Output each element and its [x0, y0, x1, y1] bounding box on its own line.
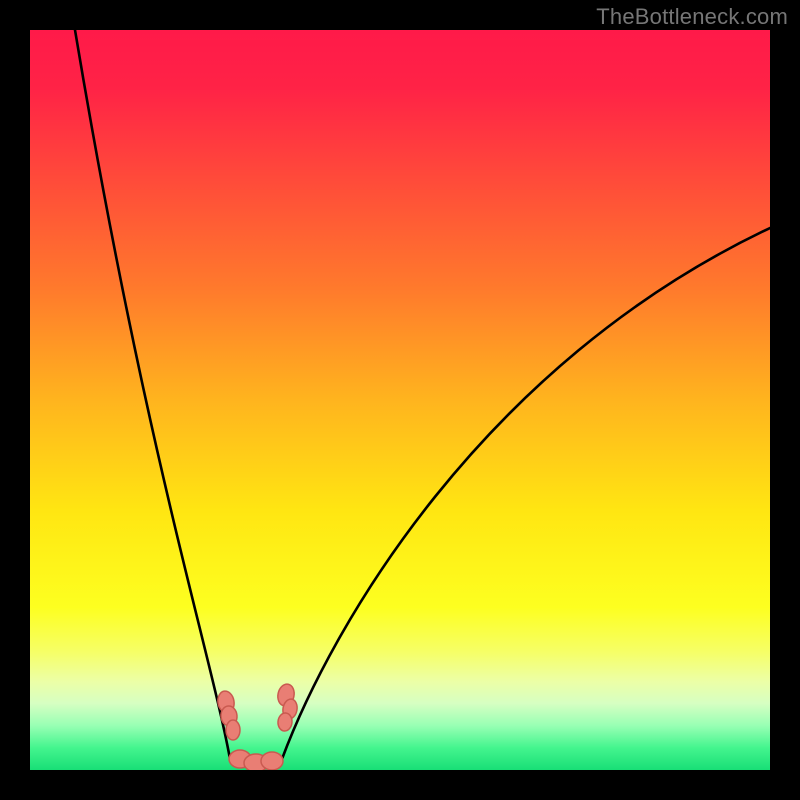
bottleneck-curve: [30, 30, 770, 770]
v-curve-path: [75, 30, 770, 764]
left-branch-cluster-dot: [226, 720, 240, 740]
frame-border: [770, 0, 800, 800]
plot-area: [30, 30, 770, 770]
valley-cluster-dot: [261, 752, 283, 770]
frame-border: [0, 770, 800, 800]
frame-border: [0, 0, 30, 800]
right-branch-cluster-dot: [277, 712, 293, 731]
watermark: TheBottleneck.com: [596, 4, 788, 30]
